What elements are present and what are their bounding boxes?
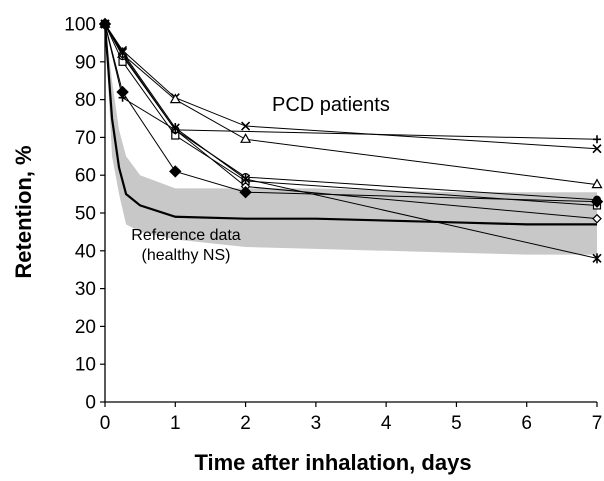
y-tick-label: 40 <box>75 241 96 262</box>
x-tick-label: 2 <box>240 413 251 434</box>
x-tick-label: 1 <box>170 413 181 434</box>
axes-layer <box>100 23 598 407</box>
x-tick-label: 3 <box>311 413 322 434</box>
y-axis-title: Retention, % <box>11 145 36 278</box>
series-layer <box>98 17 604 264</box>
data-point-plus <box>593 135 601 144</box>
data-point-triangle <box>591 178 603 189</box>
data-point-asterisk <box>118 47 128 58</box>
data-point-diamond-open <box>592 213 602 224</box>
data-point-asterisk <box>241 173 251 184</box>
pcd-patients-label: PCD patients <box>272 94 390 116</box>
data-point-asterisk <box>170 122 180 133</box>
reference-mean-line <box>103 23 597 226</box>
x-tick-label: 6 <box>521 413 532 434</box>
x-tick-label: 7 <box>592 413 603 434</box>
reference-label-line1: Reference data <box>131 227 241 244</box>
data-point-x <box>241 121 251 131</box>
data-point-x <box>592 144 602 154</box>
reference-label-line2: (healthy NS) <box>142 247 231 264</box>
y-tick-label: 80 <box>75 90 96 111</box>
x-axis-title: Time after inhalation, days <box>194 450 471 475</box>
tick-label-layer: 0 10 20 30 40 50 60 70 80 90 100 0 1 2 3 4 5 6 7 <box>64 15 602 435</box>
y-tick-label: 20 <box>75 317 96 338</box>
y-tick-label: 0 <box>85 393 96 414</box>
y-tick-label: 50 <box>75 204 96 225</box>
y-tick-label: 100 <box>64 15 96 36</box>
y-tick-label: 60 <box>75 166 96 187</box>
x-tick-label: 4 <box>381 413 392 434</box>
data-point-triangle <box>240 133 252 143</box>
data-point-asterisk <box>592 253 602 264</box>
data-point-diamond-filled <box>590 195 604 208</box>
y-tick-label: 10 <box>75 355 96 376</box>
y-tick-label: 90 <box>75 52 96 73</box>
data-point-triangle <box>169 93 181 104</box>
y-tick-label: 70 <box>75 128 96 149</box>
data-point-diamond-filled <box>116 85 129 99</box>
x-tick-label: 5 <box>451 413 462 434</box>
data-point-diamond-filled <box>169 165 182 178</box>
series-1-line <box>104 23 598 140</box>
x-tick-label: 0 <box>100 413 111 434</box>
data-point-diamond-filled <box>239 186 252 199</box>
y-tick-label: 30 <box>75 279 96 300</box>
